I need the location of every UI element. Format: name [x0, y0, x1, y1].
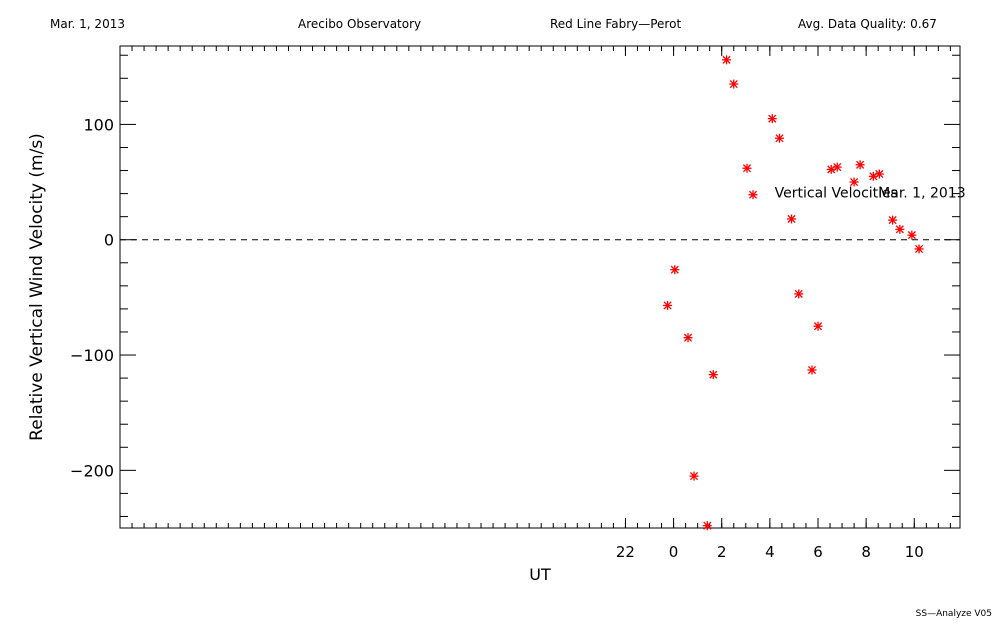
y-tick-label: −100: [70, 346, 114, 365]
data-point-stroke: [775, 134, 784, 143]
x-tick-label: 8: [861, 543, 871, 561]
data-point: [888, 215, 898, 225]
data-point: [767, 114, 777, 124]
data-point: [907, 230, 917, 240]
footer-version: SS—Analyze V05: [915, 609, 992, 619]
data-point: [813, 321, 823, 331]
y-tick-label: −200: [70, 461, 114, 480]
data-point-stroke: [748, 190, 758, 199]
data-point-stroke: [709, 370, 718, 379]
header-data-quality: Avg. Data Quality: 0.67: [798, 17, 937, 31]
data-point: [832, 162, 842, 172]
data-point-stroke: [794, 289, 803, 298]
data-point: [895, 224, 905, 234]
data-point-stroke: [683, 333, 693, 342]
x-tick-label: 10: [905, 543, 924, 561]
data-point: [787, 214, 797, 224]
y-tick-label: 0: [104, 231, 114, 250]
data-point-stroke: [670, 265, 679, 274]
x-tick-label: 6: [813, 543, 823, 561]
x-tick-label: 0: [669, 543, 679, 561]
data-point-stroke: [742, 164, 752, 173]
chart-annotation: Vertical Velocities: [775, 185, 898, 201]
data-point-stroke: [689, 472, 699, 481]
x-tick-label: 2: [717, 543, 727, 561]
data-point: [722, 55, 732, 65]
data-point-stroke: [729, 79, 738, 89]
data-point: [708, 370, 718, 380]
data-point: [807, 365, 817, 375]
data-point: [742, 163, 752, 173]
data-point-stroke: [856, 160, 865, 169]
data-point: [663, 300, 673, 310]
data-point-stroke: [807, 365, 817, 375]
plot-frame: [119, 45, 961, 529]
header-instrument: Red Line Fabry—Perot: [550, 17, 682, 31]
data-point: [794, 289, 804, 299]
data-point: [855, 160, 865, 170]
data-point: [748, 190, 758, 200]
data-point: [702, 521, 712, 531]
data-point-stroke: [833, 163, 842, 172]
data-point: [670, 265, 680, 275]
data-point: [914, 244, 924, 254]
data-point-stroke: [663, 301, 672, 310]
data-point-stroke: [703, 521, 712, 530]
data-point: [849, 177, 859, 187]
data-point-stroke: [722, 55, 731, 64]
y-tick-label: 100: [83, 115, 114, 134]
header-date: Mar. 1, 2013: [50, 17, 125, 31]
data-point-stroke: [768, 114, 777, 123]
data-point-stroke: [813, 322, 823, 331]
data-point-stroke: [895, 225, 904, 234]
x-tick-label: 4: [765, 543, 775, 561]
data-point-stroke: [907, 231, 916, 240]
data-point-stroke: [875, 169, 884, 179]
data-point: [689, 471, 699, 481]
data-point-stroke: [888, 216, 897, 225]
header-observatory: Arecibo Observatory: [298, 17, 422, 31]
chart-annotation: Mar. 1, 2013: [878, 185, 965, 201]
data-point: [683, 333, 693, 343]
data-point: [774, 133, 784, 143]
x-axis-label: UT: [529, 565, 551, 584]
data-point-stroke: [915, 244, 924, 254]
data-point: [729, 79, 739, 89]
data-point-stroke: [787, 214, 796, 224]
data-point: [874, 169, 884, 179]
y-axis-label: Relative Vertical Wind Velocity (m/s): [27, 133, 47, 441]
data-point-stroke: [850, 178, 859, 187]
x-tick-label: 22: [616, 543, 635, 561]
